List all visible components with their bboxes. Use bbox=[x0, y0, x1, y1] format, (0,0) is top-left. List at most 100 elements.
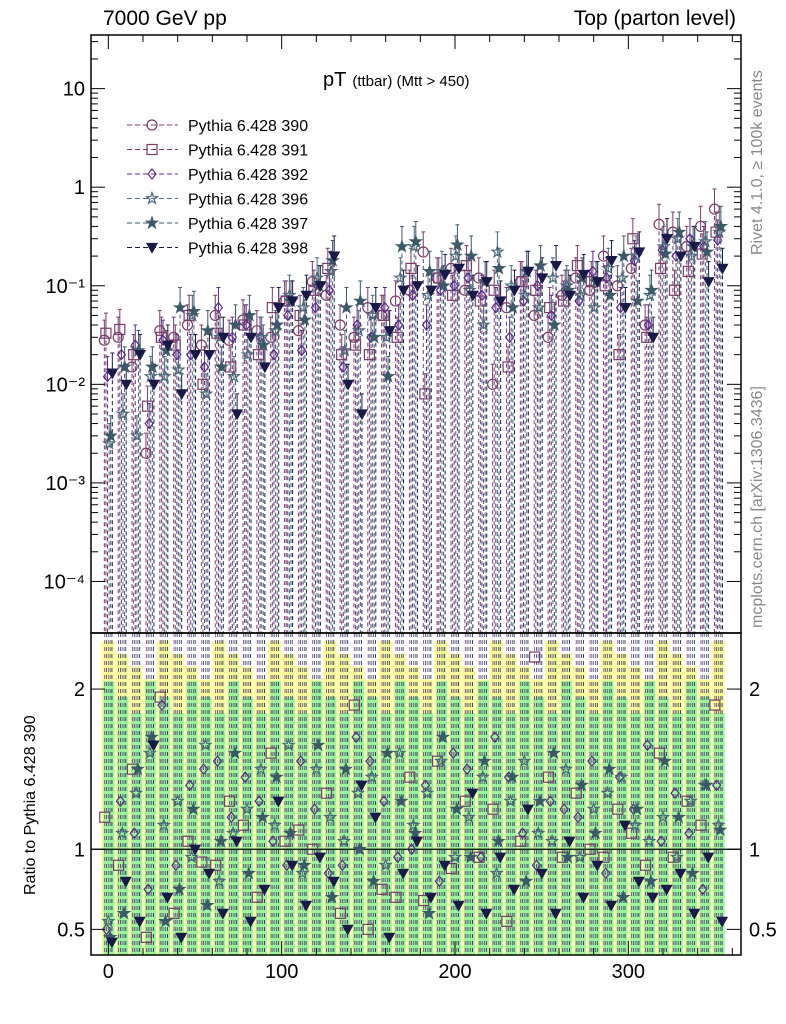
ratio-band-green bbox=[158, 697, 170, 955]
main-point-pythia-6-428-398 bbox=[452, 263, 466, 275]
main-point-pythia-6-428-392 bbox=[352, 319, 362, 331]
ratio-point-pythia-6-428-396 bbox=[128, 785, 144, 800]
main-point-pythia-6-428-397 bbox=[186, 303, 202, 318]
ratio-point-pythia-6-428-396 bbox=[683, 793, 698, 808]
ratio-point-pythia-6-428-396 bbox=[212, 873, 227, 888]
ratio-point-pythia-6-428-392 bbox=[559, 803, 569, 816]
ratio-band-green bbox=[422, 713, 434, 955]
ratio-point-pythia-6-428-392 bbox=[462, 763, 472, 776]
ratio-point-pythia-6-428-398 bbox=[230, 836, 243, 848]
main-point-pythia-6-428-397 bbox=[699, 244, 715, 259]
ratio-y-tick-label-right: 2 bbox=[749, 679, 760, 701]
ratio-point-pythia-6-428-392 bbox=[268, 835, 278, 848]
ratio-point-pythia-6-428-392 bbox=[434, 875, 445, 888]
main-point-pythia-6-428-391 bbox=[141, 400, 154, 412]
main-point-pythia-6-428-398 bbox=[716, 263, 729, 275]
ratio-point-pythia-6-428-398 bbox=[327, 876, 340, 888]
ratio-band-green bbox=[505, 713, 517, 955]
ratio-band-green bbox=[713, 713, 725, 955]
ratio-point-pythia-6-428-396 bbox=[322, 809, 338, 824]
main-point-pythia-6-428-396 bbox=[240, 347, 256, 361]
ratio-point-pythia-6-428-396 bbox=[350, 785, 366, 800]
main-point-pythia-6-428-391 bbox=[668, 284, 681, 296]
ratio-band-green bbox=[408, 697, 420, 955]
main-point-pythia-6-428-398 bbox=[439, 269, 452, 281]
ratio-point-pythia-6-428-396 bbox=[628, 817, 643, 832]
ratio-point-pythia-6-428-392 bbox=[240, 771, 250, 784]
ratio-point-pythia-6-428-398 bbox=[175, 932, 188, 944]
main-point-pythia-6-428-398 bbox=[134, 350, 147, 361]
main-point-pythia-6-428-391 bbox=[654, 262, 667, 275]
ratio-band-green bbox=[283, 697, 295, 955]
main-point-pythia-6-428-396 bbox=[531, 300, 547, 314]
plot-title: pT (ttbar) (Mtt > 450) bbox=[323, 69, 469, 91]
ratio-point-pythia-6-428-397 bbox=[532, 793, 548, 808]
ratio-point-pythia-6-428-396 bbox=[530, 825, 546, 840]
main-point-pythia-6-428-398 bbox=[563, 290, 576, 302]
ratio-point-pythia-6-428-397 bbox=[560, 849, 575, 864]
ratio-point-pythia-6-428-398 bbox=[189, 844, 202, 856]
main-point-pythia-6-428-390 bbox=[708, 203, 721, 215]
ratio-point-pythia-6-428-398 bbox=[466, 788, 479, 800]
main-point-pythia-6-428-390 bbox=[611, 280, 624, 292]
main-point-pythia-6-428-398 bbox=[189, 350, 202, 361]
ratio-point-pythia-6-428-398 bbox=[674, 868, 687, 880]
ratio-y-tick-label-right: 0.5 bbox=[749, 919, 777, 941]
main-point-pythia-6-428-398 bbox=[508, 285, 521, 297]
main-point-pythia-6-428-396 bbox=[573, 287, 588, 302]
ratio-point-pythia-6-428-397 bbox=[629, 801, 645, 816]
ratio-point-pythia-6-428-398 bbox=[577, 892, 590, 904]
ratio-point-pythia-6-428-396 bbox=[101, 913, 116, 928]
main-point-pythia-6-428-392 bbox=[380, 301, 390, 314]
main-point-pythia-6-428-398 bbox=[660, 234, 674, 245]
main-point-pythia-6-428-396 bbox=[143, 368, 158, 383]
ratio-point-pythia-6-428-398 bbox=[202, 868, 216, 880]
main-y-tick-label: 1 bbox=[74, 177, 85, 199]
main-point-pythia-6-428-396 bbox=[226, 368, 242, 383]
ratio-point-pythia-6-428-397 bbox=[310, 737, 326, 752]
main-point-pythia-6-428-397 bbox=[713, 218, 729, 233]
main-point-pythia-6-428-391 bbox=[197, 378, 209, 390]
main-point-pythia-6-428-391 bbox=[557, 295, 570, 307]
main-point-pythia-6-428-390 bbox=[528, 309, 540, 322]
main-point-pythia-6-428-390 bbox=[112, 331, 124, 343]
main-point-pythia-6-428-390 bbox=[140, 447, 152, 459]
ratio-point-pythia-6-428-396 bbox=[253, 761, 269, 776]
main-point-pythia-6-428-390 bbox=[209, 309, 221, 322]
main-point-pythia-6-428-398 bbox=[702, 277, 715, 288]
main-point-pythia-6-428-398 bbox=[342, 379, 355, 391]
main-y-tick-label: 10⁻³ bbox=[46, 473, 86, 495]
ratio-point-pythia-6-428-396 bbox=[489, 865, 504, 880]
main-point-pythia-6-428-396 bbox=[254, 329, 269, 344]
main-point-pythia-6-428-397 bbox=[394, 238, 410, 253]
main-point-pythia-6-428-391 bbox=[349, 339, 362, 351]
ratio-point-pythia-6-428-398 bbox=[161, 892, 174, 904]
ratio-band-green bbox=[117, 697, 129, 955]
ratio-band-green bbox=[685, 681, 697, 955]
ratio-point-pythia-6-428-398 bbox=[147, 740, 160, 752]
main-point-pythia-6-428-397 bbox=[339, 300, 354, 314]
ratio-point-pythia-6-428-398 bbox=[300, 900, 313, 912]
main-point-pythia-6-428-396 bbox=[490, 244, 505, 259]
main-point-pythia-6-428-398 bbox=[425, 285, 438, 297]
main-point-pythia-6-428-397 bbox=[533, 258, 548, 272]
ratio-point-pythia-6-428-397 bbox=[588, 825, 603, 840]
main-point-pythia-6-428-398 bbox=[466, 290, 479, 302]
legend-marker bbox=[147, 168, 157, 180]
main-point-pythia-6-428-397 bbox=[117, 359, 132, 374]
main-point-pythia-6-428-391 bbox=[322, 262, 334, 275]
main-point-pythia-6-428-398 bbox=[536, 273, 549, 285]
ratio-point-pythia-6-428-392 bbox=[365, 755, 375, 768]
ratio-point-pythia-6-428-392 bbox=[171, 859, 181, 872]
ratio-point-pythia-6-428-392 bbox=[545, 795, 556, 808]
main-point-pythia-6-428-398 bbox=[231, 409, 244, 421]
main-point-pythia-6-428-391 bbox=[419, 388, 431, 400]
main-point-pythia-6-428-392 bbox=[227, 331, 238, 344]
ratio-point-pythia-6-428-392 bbox=[517, 827, 528, 840]
main-point-pythia-6-428-392 bbox=[421, 319, 432, 331]
ratio-point-pythia-6-428-398 bbox=[716, 916, 729, 928]
ratio-point-pythia-6-428-391 bbox=[598, 851, 610, 863]
ratio-point-pythia-6-428-391 bbox=[376, 883, 388, 895]
main-point-pythia-6-428-392 bbox=[296, 344, 307, 357]
ratio-point-pythia-6-428-391 bbox=[709, 699, 721, 711]
